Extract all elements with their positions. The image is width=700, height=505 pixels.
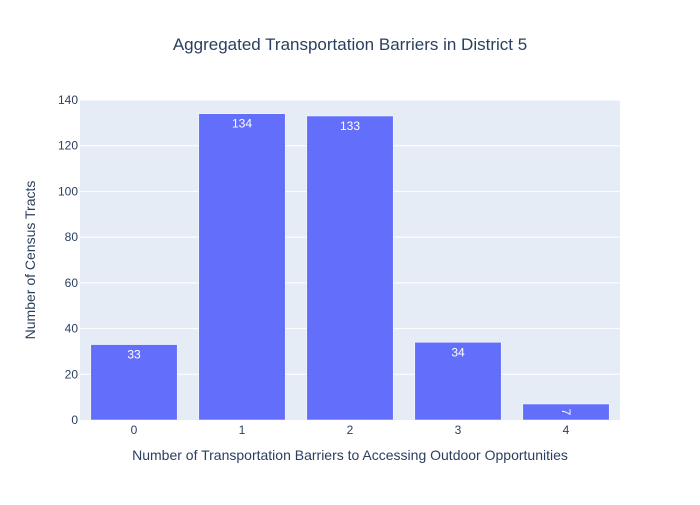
bar-0[interactable] [90,344,178,421]
data-label: 133 [340,119,360,133]
x-tick-label: 0 [131,423,138,437]
y-tick-label: 20 [65,367,79,381]
data-label: 33 [127,348,141,362]
y-tick-label: 100 [58,184,78,198]
y-tick-label: 120 [58,139,78,153]
bar-1[interactable] [198,113,286,421]
y-tick-label: 40 [65,322,79,336]
y-axis-title: Number of Census Tracts [22,181,38,340]
y-tick-label: 80 [65,230,79,244]
y-axis-ticks: 0 20 40 60 80 100 120 140 [58,93,78,427]
x-axis-title: Number of Transportation Barriers to Acc… [132,447,568,463]
data-label: 7 [559,409,573,416]
data-label: 34 [451,345,465,359]
chart-title: Aggregated Transportation Barriers in Di… [173,35,527,54]
data-label: 134 [232,117,252,131]
x-tick-label: 2 [347,423,354,437]
y-tick-label: 0 [71,413,78,427]
y-tick-label: 60 [65,276,79,290]
y-tick-label: 140 [58,93,78,107]
x-tick-label: 4 [563,423,570,437]
bars [90,113,610,421]
x-tick-label: 3 [455,423,462,437]
bar-3[interactable] [414,342,502,421]
bar-2[interactable] [306,115,394,421]
bar-4[interactable] [522,403,610,421]
x-axis-ticks: 0 1 2 3 4 [131,423,570,437]
data-labels: 33 134 133 34 7 [127,117,573,416]
x-tick-label: 1 [239,423,246,437]
